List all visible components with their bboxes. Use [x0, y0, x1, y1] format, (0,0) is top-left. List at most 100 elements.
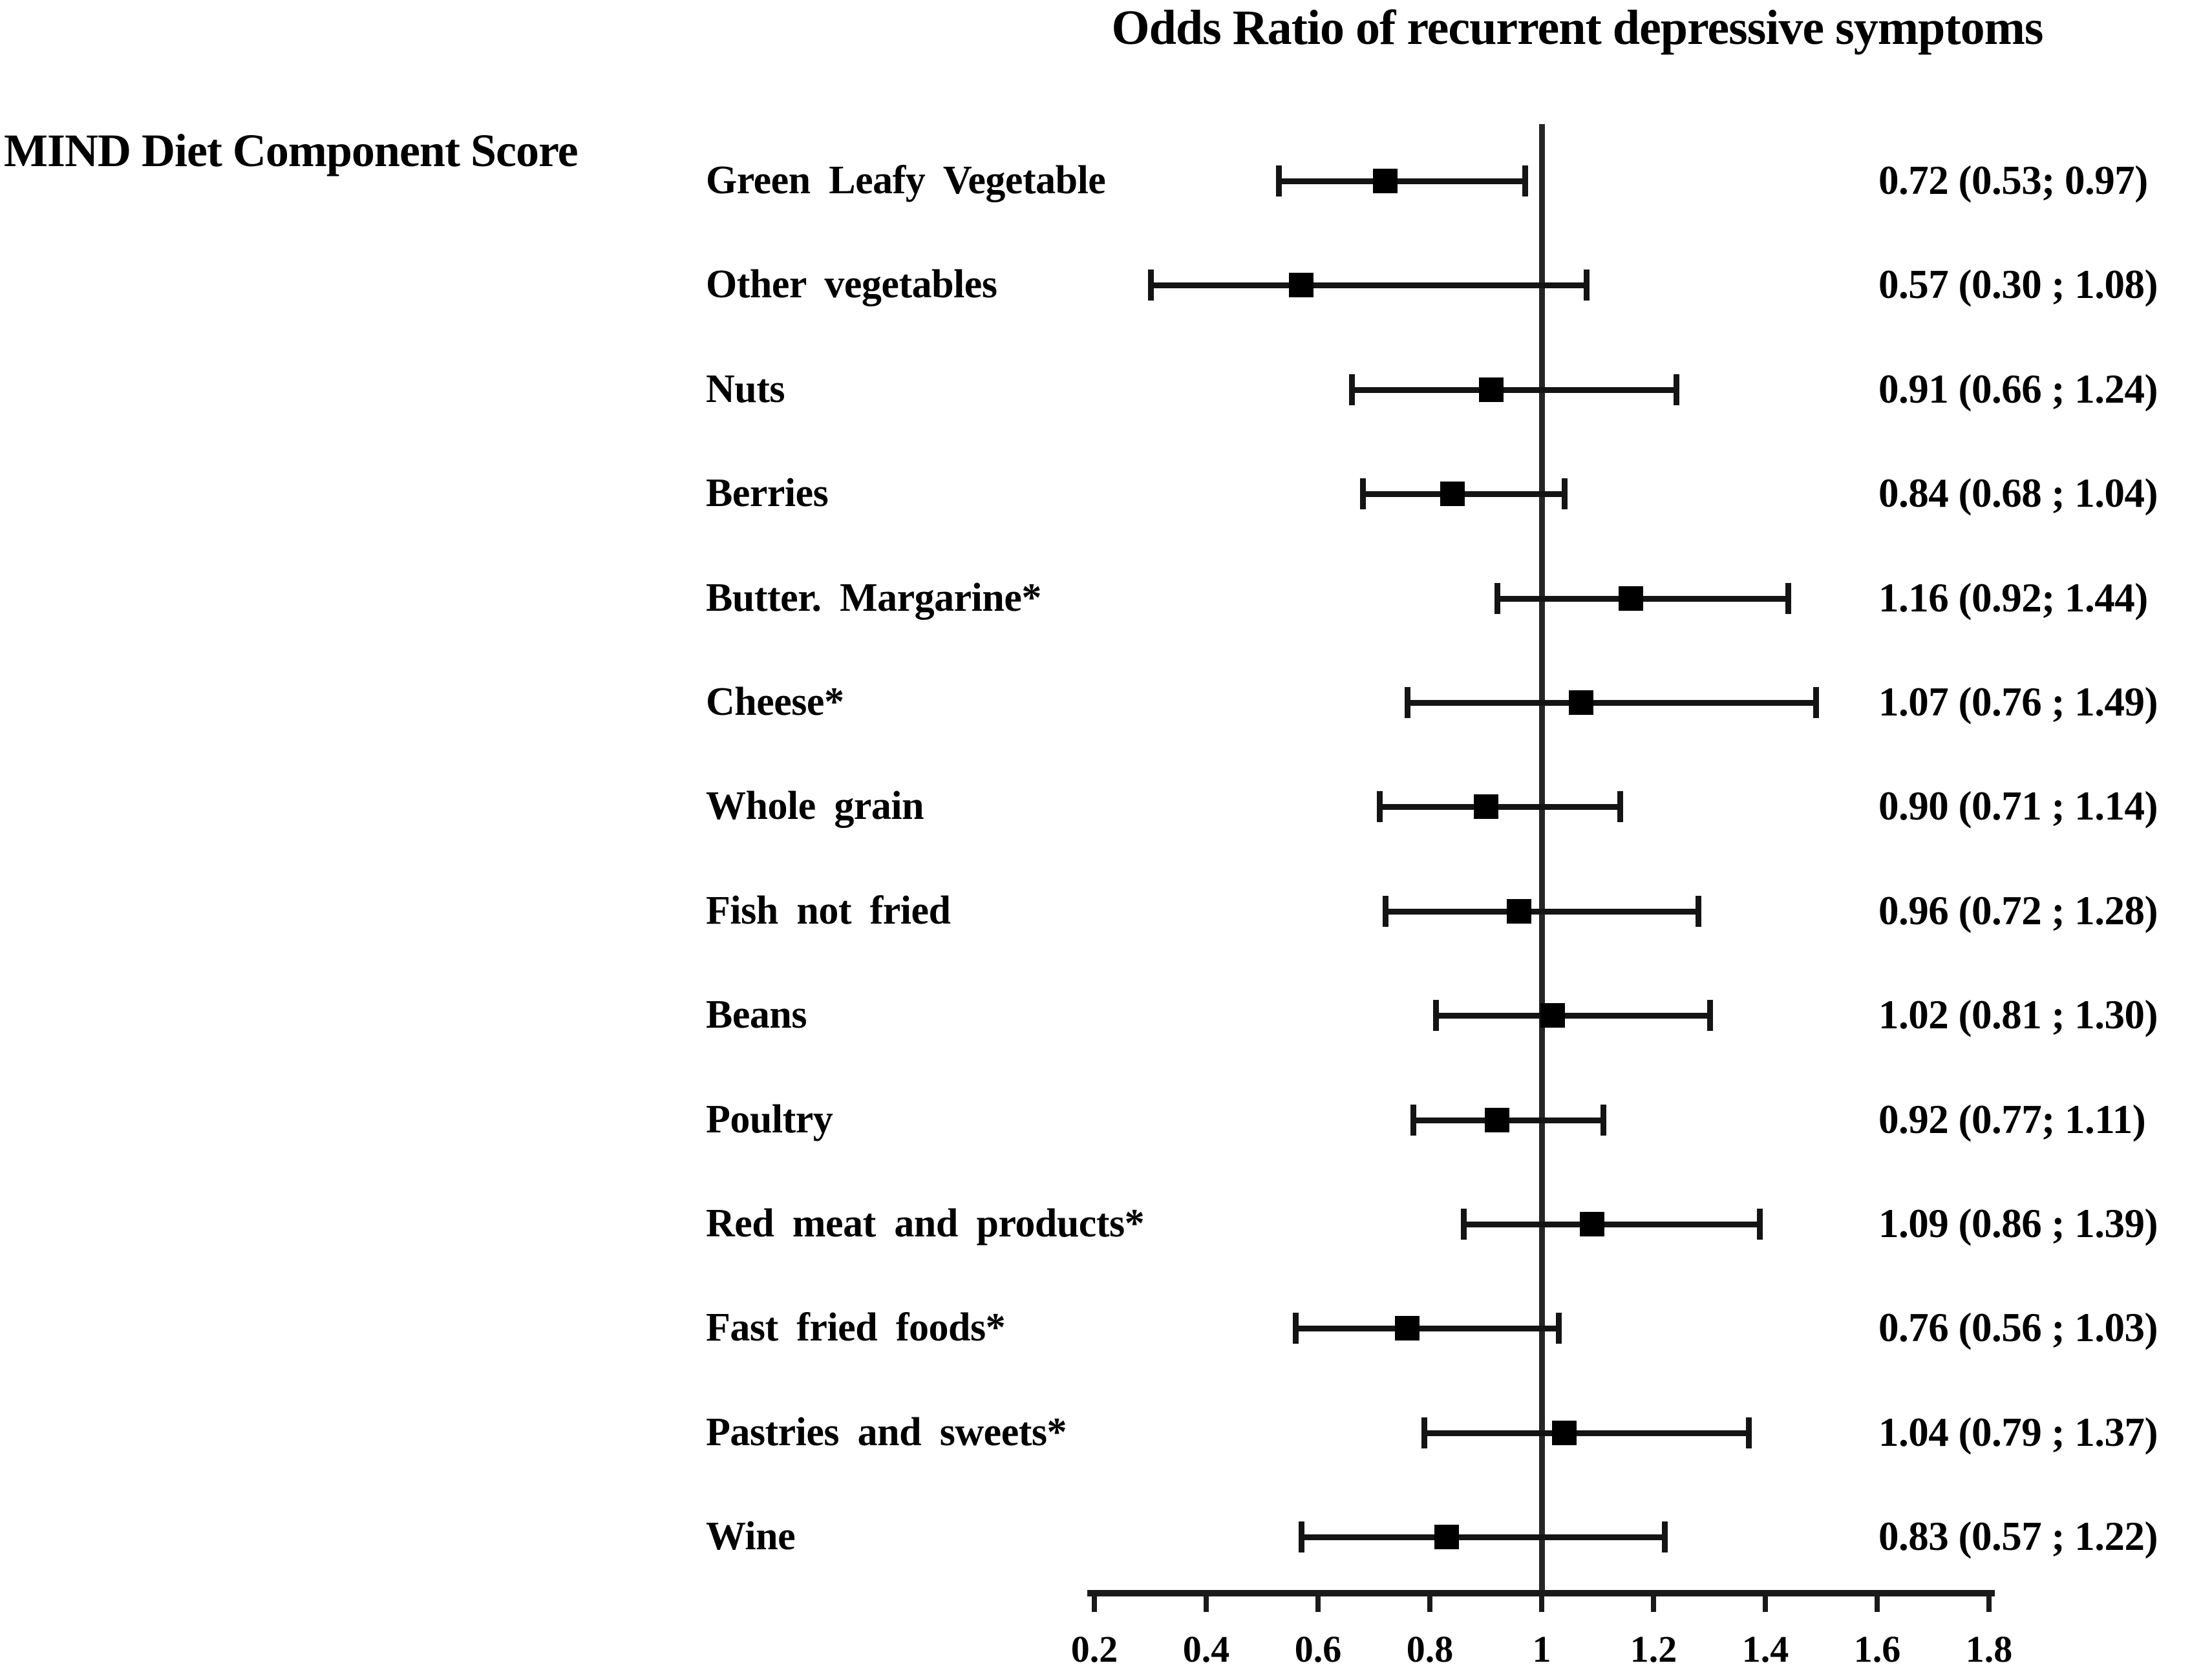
ci-cap-low-nuts [1348, 374, 1355, 405]
ci-cap-high-whole-grain [1617, 791, 1624, 823]
x-axis-tick [1763, 1590, 1768, 1612]
ci-cap-high-pastries-and-sweets [1746, 1417, 1752, 1448]
ci-cap-high-fast-fried-foods [1555, 1313, 1562, 1344]
ci-cap-high-other-vegetables [1584, 270, 1590, 301]
x-axis-tick [1204, 1590, 1209, 1612]
ci-cap-low-green-leafy-vegetable [1276, 165, 1282, 196]
row-label-wine: Wine [706, 1514, 796, 1559]
x-axis-tick-label: 1.4 [1741, 1628, 1789, 1670]
ci-line-other-vegetables [1150, 282, 1587, 289]
ci-line-nuts [1351, 387, 1676, 393]
row-value-fast-fried-foods: 0.76 (0.56 ; 1.03) [1878, 1305, 2158, 1351]
row-value-pastries-and-sweets: 1.04 (0.79 ; 1.37) [1878, 1409, 2158, 1455]
or-marker-fish-not-fried [1507, 898, 1532, 924]
reference-line [1539, 124, 1545, 1591]
row-label-whole-grain: Whole grain [706, 784, 924, 829]
ci-cap-high-butter-margarine [1785, 582, 1791, 614]
ci-cap-high-wine [1662, 1521, 1668, 1553]
row-value-berries: 0.84 (0.68 ; 1.04) [1878, 471, 2158, 516]
row-value-poultry: 0.92 (0.77; 1.11) [1878, 1096, 2146, 1142]
row-value-beans: 1.02 (0.81 ; 1.30) [1878, 992, 2158, 1038]
row-label-red-meat-and-products: Red meat and products* [706, 1202, 1145, 1245]
ci-line-whole-grain [1379, 804, 1621, 811]
or-marker-whole-grain [1473, 794, 1498, 820]
row-label-green-leafy-vegetable: Green Leafy Vegetable [706, 158, 1106, 202]
group-label: MIND Diet Component Score [4, 125, 579, 176]
x-axis-tick-label: 0.4 [1182, 1628, 1230, 1670]
x-axis-tick-label: 1.8 [1965, 1628, 2013, 1670]
row-value-cheese: 1.07 (0.76 ; 1.49) [1878, 679, 2158, 725]
x-axis-tick [1651, 1590, 1656, 1612]
x-axis-tick [1315, 1590, 1321, 1612]
ci-cap-high-poultry [1601, 1104, 1607, 1136]
or-marker-other-vegetables [1289, 273, 1314, 298]
row-label-fish-not-fried: Fish not fried [706, 888, 951, 933]
row-label-beans: Beans [706, 993, 807, 1037]
x-axis-tick-label: 1 [1532, 1628, 1551, 1670]
ci-line-wine [1301, 1534, 1665, 1541]
row-label-berries: Berries [706, 471, 829, 516]
or-marker-poultry [1484, 1107, 1509, 1132]
ci-cap-low-red-meat-and-products [1460, 1209, 1467, 1240]
row-value-other-vegetables: 0.57 (0.30 ; 1.08) [1878, 262, 2158, 308]
ci-cap-low-whole-grain [1377, 791, 1383, 823]
ci-line-beans [1435, 1013, 1710, 1019]
ci-cap-high-berries [1561, 478, 1568, 510]
x-axis-tick-label: 1.2 [1630, 1628, 1677, 1670]
ci-cap-low-fish-not-fried [1382, 895, 1388, 927]
or-marker-green-leafy-vegetable [1372, 169, 1398, 193]
row-label-other-vegetables: Other vegetables [706, 262, 997, 307]
ci-line-pastries-and-sweets [1424, 1430, 1749, 1436]
or-marker-berries [1440, 482, 1465, 507]
row-value-nuts: 0.91 (0.66 ; 1.24) [1878, 366, 2158, 412]
row-label-poultry: Poultry [706, 1097, 833, 1141]
ci-cap-low-butter-margarine [1494, 582, 1500, 614]
x-axis-tick-label: 0.8 [1406, 1628, 1454, 1670]
row-label-butter-margarine: Butter. Margarine* [706, 575, 1041, 620]
ci-cap-low-pastries-and-sweets [1421, 1417, 1428, 1448]
ci-cap-high-red-meat-and-products [1757, 1209, 1763, 1240]
ci-line-red-meat-and-products [1463, 1222, 1760, 1227]
or-marker-beans [1540, 1003, 1566, 1028]
ci-cap-high-fish-not-fried [1696, 895, 1702, 927]
ci-cap-high-beans [1707, 1000, 1713, 1032]
row-label-nuts: Nuts [706, 366, 785, 411]
ci-cap-high-green-leafy-vegetable [1522, 165, 1529, 196]
or-marker-red-meat-and-products [1579, 1212, 1604, 1236]
row-value-wine: 0.83 (0.57 ; 1.22) [1878, 1514, 2158, 1560]
x-axis-tick [1427, 1590, 1432, 1612]
row-value-butter-margarine: 1.16 (0.92; 1.44) [1878, 575, 2148, 620]
row-value-red-meat-and-products: 1.09 (0.86 ; 1.39) [1878, 1201, 2158, 1246]
or-marker-nuts [1479, 377, 1504, 402]
chart-title: Odds Ratio of recurrent depressive sympt… [1111, 1, 2043, 55]
ci-cap-low-poultry [1410, 1104, 1417, 1136]
ci-cap-low-wine [1299, 1521, 1305, 1553]
ci-cap-low-other-vegetables [1147, 270, 1154, 301]
row-value-fish-not-fried: 0.96 (0.72 ; 1.28) [1878, 887, 2158, 933]
ci-cap-low-fast-fried-foods [1293, 1313, 1299, 1344]
or-marker-butter-margarine [1619, 586, 1644, 611]
or-marker-wine [1434, 1525, 1459, 1550]
x-axis-tick-label: 0.2 [1070, 1628, 1118, 1670]
row-value-green-leafy-vegetable: 0.72 (0.53; 0.97) [1878, 158, 2148, 203]
row-label-pastries-and-sweets: Pastries and sweets* [706, 1410, 1067, 1454]
ci-line-green-leafy-vegetable [1279, 178, 1526, 184]
x-axis-tick [1875, 1590, 1880, 1612]
or-marker-fast-fried-foods [1395, 1316, 1420, 1341]
ci-line-fish-not-fried [1385, 908, 1699, 915]
row-value-whole-grain: 0.90 (0.71 ; 1.14) [1878, 783, 2158, 829]
x-axis-tick [1092, 1590, 1097, 1612]
row-label-cheese: Cheese* [706, 680, 844, 724]
x-axis-tick-label: 1.6 [1853, 1628, 1901, 1670]
row-label-fast-fried-foods: Fast fried foods* [706, 1306, 1006, 1350]
ci-cap-low-berries [1360, 478, 1367, 510]
ci-cap-high-nuts [1673, 374, 1679, 405]
ci-line-fast-fried-foods [1295, 1326, 1558, 1332]
ci-cap-high-cheese [1813, 687, 1819, 718]
x-axis-tick-label: 0.6 [1294, 1628, 1342, 1670]
ci-cap-low-cheese [1405, 687, 1411, 718]
ci-cap-low-beans [1432, 1000, 1439, 1032]
x-axis-tick [1986, 1590, 1992, 1612]
or-marker-pastries-and-sweets [1551, 1420, 1577, 1445]
